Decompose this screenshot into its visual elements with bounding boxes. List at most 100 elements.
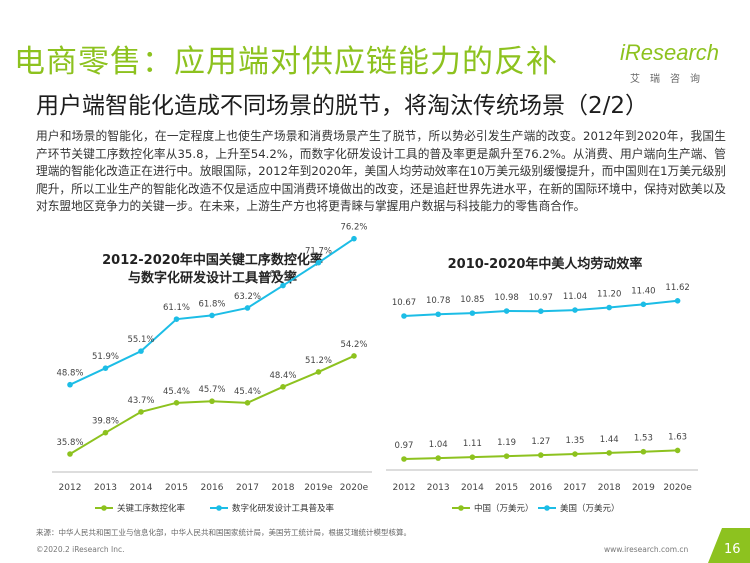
chart1-point xyxy=(351,235,357,242)
chart2-point xyxy=(401,313,407,319)
chart1-tick-label: 2019e xyxy=(304,483,333,493)
chart2-point xyxy=(606,304,612,311)
logo-subtext: 艾瑞咨询 xyxy=(630,74,710,85)
chart2-tick-label: 2020e xyxy=(663,483,692,493)
chart2-data-label: 10.98 xyxy=(494,293,518,303)
chart1-title: 2012-2020年中国关键工序数控化率 与数字化研发设计工具普及率 xyxy=(40,252,385,288)
chart2-tick-label: 2013 xyxy=(427,483,450,493)
chart2-data-label: 11.62 xyxy=(665,283,689,293)
chart1-tick-label: 2013 xyxy=(94,483,117,493)
chart2-point xyxy=(503,453,510,459)
chart1-tick-label: 2017 xyxy=(236,483,259,493)
chart2-tick-label: 2019 xyxy=(632,483,655,493)
chart1-data-label: 43.7% xyxy=(127,396,154,406)
chart2-tick-label: 2018 xyxy=(598,483,621,493)
body-paragraph: 用户和场景的智能化，在一定程度上也使生产场景和消费场景产生了脱节，所以势必引发生… xyxy=(36,129,726,214)
chart1-tick-label: 2018 xyxy=(272,483,295,493)
chart1-tick-label: 2014 xyxy=(130,483,153,493)
chart2-data-label: 11.40 xyxy=(631,286,655,296)
chart1-data-label: 51.9% xyxy=(92,352,119,362)
chart2-tick-label: 2015 xyxy=(495,483,518,493)
chart1-point xyxy=(67,451,73,457)
chart1-title-line1: 2012-2020年中国关键工序数控化率 xyxy=(102,253,323,268)
chart2-data-label: 1.11 xyxy=(463,439,482,449)
logo-text: iResearch xyxy=(620,40,720,65)
chart1-tick-label: 2012 xyxy=(59,483,82,493)
chart1-point xyxy=(315,369,322,375)
chart2-point xyxy=(538,452,544,458)
chart2-data-label: 1.53 xyxy=(634,434,653,444)
chart1-data-label: 67.4% xyxy=(269,270,296,280)
chart1-point xyxy=(102,429,109,436)
chart2-point xyxy=(640,301,647,308)
chart2-point xyxy=(674,447,681,454)
chart1-point xyxy=(138,409,144,415)
chart1-data-label: 35.8% xyxy=(56,438,83,448)
chart1-legend-marker xyxy=(101,505,107,511)
source-note: 来源：中华人民共和国工业与信息化部，中华人民共和国国家统计局，美国劳工统计局，根… xyxy=(36,528,411,537)
chart2-tick-label: 2012 xyxy=(393,483,416,493)
chart1-tick-label: 2020e xyxy=(340,483,369,493)
chart2-point xyxy=(503,308,510,314)
page-title: 电商零售：应用端对供应链能力的反补 xyxy=(14,44,558,80)
chart2-tick-label: 2016 xyxy=(529,483,552,493)
chart1-data-label: 51.2% xyxy=(305,356,332,366)
chart1-data-label: 54.2% xyxy=(340,340,367,350)
chart1-tick-label: 2015 xyxy=(165,483,188,493)
chart2-point xyxy=(640,448,647,455)
iresearch-logo: iResearch 艾瑞咨询 xyxy=(620,36,720,88)
chart1-data-label: 45.4% xyxy=(234,387,261,397)
chart2-legend-label: 美国（万美元） xyxy=(560,503,620,514)
chart2-legend-marker xyxy=(458,505,464,511)
chart2-data-label: 10.85 xyxy=(460,295,484,305)
chart1-point xyxy=(173,400,180,406)
chart2-data-label: 0.97 xyxy=(395,441,414,451)
chart2-point xyxy=(606,450,612,456)
chart2-point xyxy=(435,455,442,461)
chart2-data-label: 1.63 xyxy=(668,432,687,442)
chart1-point xyxy=(173,316,180,322)
chart2-point xyxy=(674,298,681,304)
chart2-legend-marker xyxy=(544,505,550,511)
chart1-legend-label: 关键工序数控化率 xyxy=(117,503,186,514)
chart2-data-label: 11.20 xyxy=(597,290,621,300)
chart1-data-label: 63.2% xyxy=(234,292,261,302)
chart2-tick-label: 2014 xyxy=(461,483,484,493)
chart2-point xyxy=(435,311,442,318)
chart2-data-label: 1.27 xyxy=(531,437,550,447)
chart1-point xyxy=(351,353,357,359)
chart2-title: 2010-2020年中美人均劳动效率 xyxy=(447,257,643,272)
chart1-point xyxy=(209,398,215,405)
chart1-data-label: 76.2% xyxy=(340,223,367,233)
chart1-point xyxy=(244,305,251,311)
chart1-data-label: 39.8% xyxy=(92,417,119,427)
chart1-point xyxy=(244,400,251,406)
chart1-data-label: 61.1% xyxy=(163,303,190,313)
chart1-data-label: 48.4% xyxy=(269,371,296,381)
chart1-data-label: 45.7% xyxy=(198,385,225,395)
chart2-point xyxy=(572,451,578,457)
chart2-point xyxy=(572,307,578,313)
chart1-point xyxy=(280,282,286,289)
chart2-tick-label: 2017 xyxy=(564,483,587,493)
page-subtitle: 用户端智能化造成不同场景的脱节，将淘汰传统场景（2/2） xyxy=(36,93,649,119)
chart1-data-label: 55.1% xyxy=(127,335,154,345)
chart2-data-label: 1.19 xyxy=(497,438,516,448)
website-link[interactable]: www.iresearch.com.cn xyxy=(604,545,689,554)
chart1-legend-label: 数字化研发设计工具普及率 xyxy=(232,503,335,514)
chart2-data-label: 11.04 xyxy=(563,292,587,302)
chart2-data-label: 10.67 xyxy=(392,298,416,308)
chart2-data-label: 10.97 xyxy=(529,293,553,303)
chart1-data-label: 45.4% xyxy=(163,387,190,397)
chart2-point xyxy=(469,310,476,316)
chart2-data-label: 10.78 xyxy=(426,296,450,306)
chart1-tick-label: 2016 xyxy=(201,483,224,493)
chart1-title-line2: 与数字化研发设计工具普及率 xyxy=(127,271,297,286)
chart1-point xyxy=(209,312,215,319)
chart2-data-label: 1.44 xyxy=(600,435,619,445)
chart1-point xyxy=(67,381,73,388)
chart2-point xyxy=(469,454,476,460)
footer-corner-shape xyxy=(708,528,750,563)
